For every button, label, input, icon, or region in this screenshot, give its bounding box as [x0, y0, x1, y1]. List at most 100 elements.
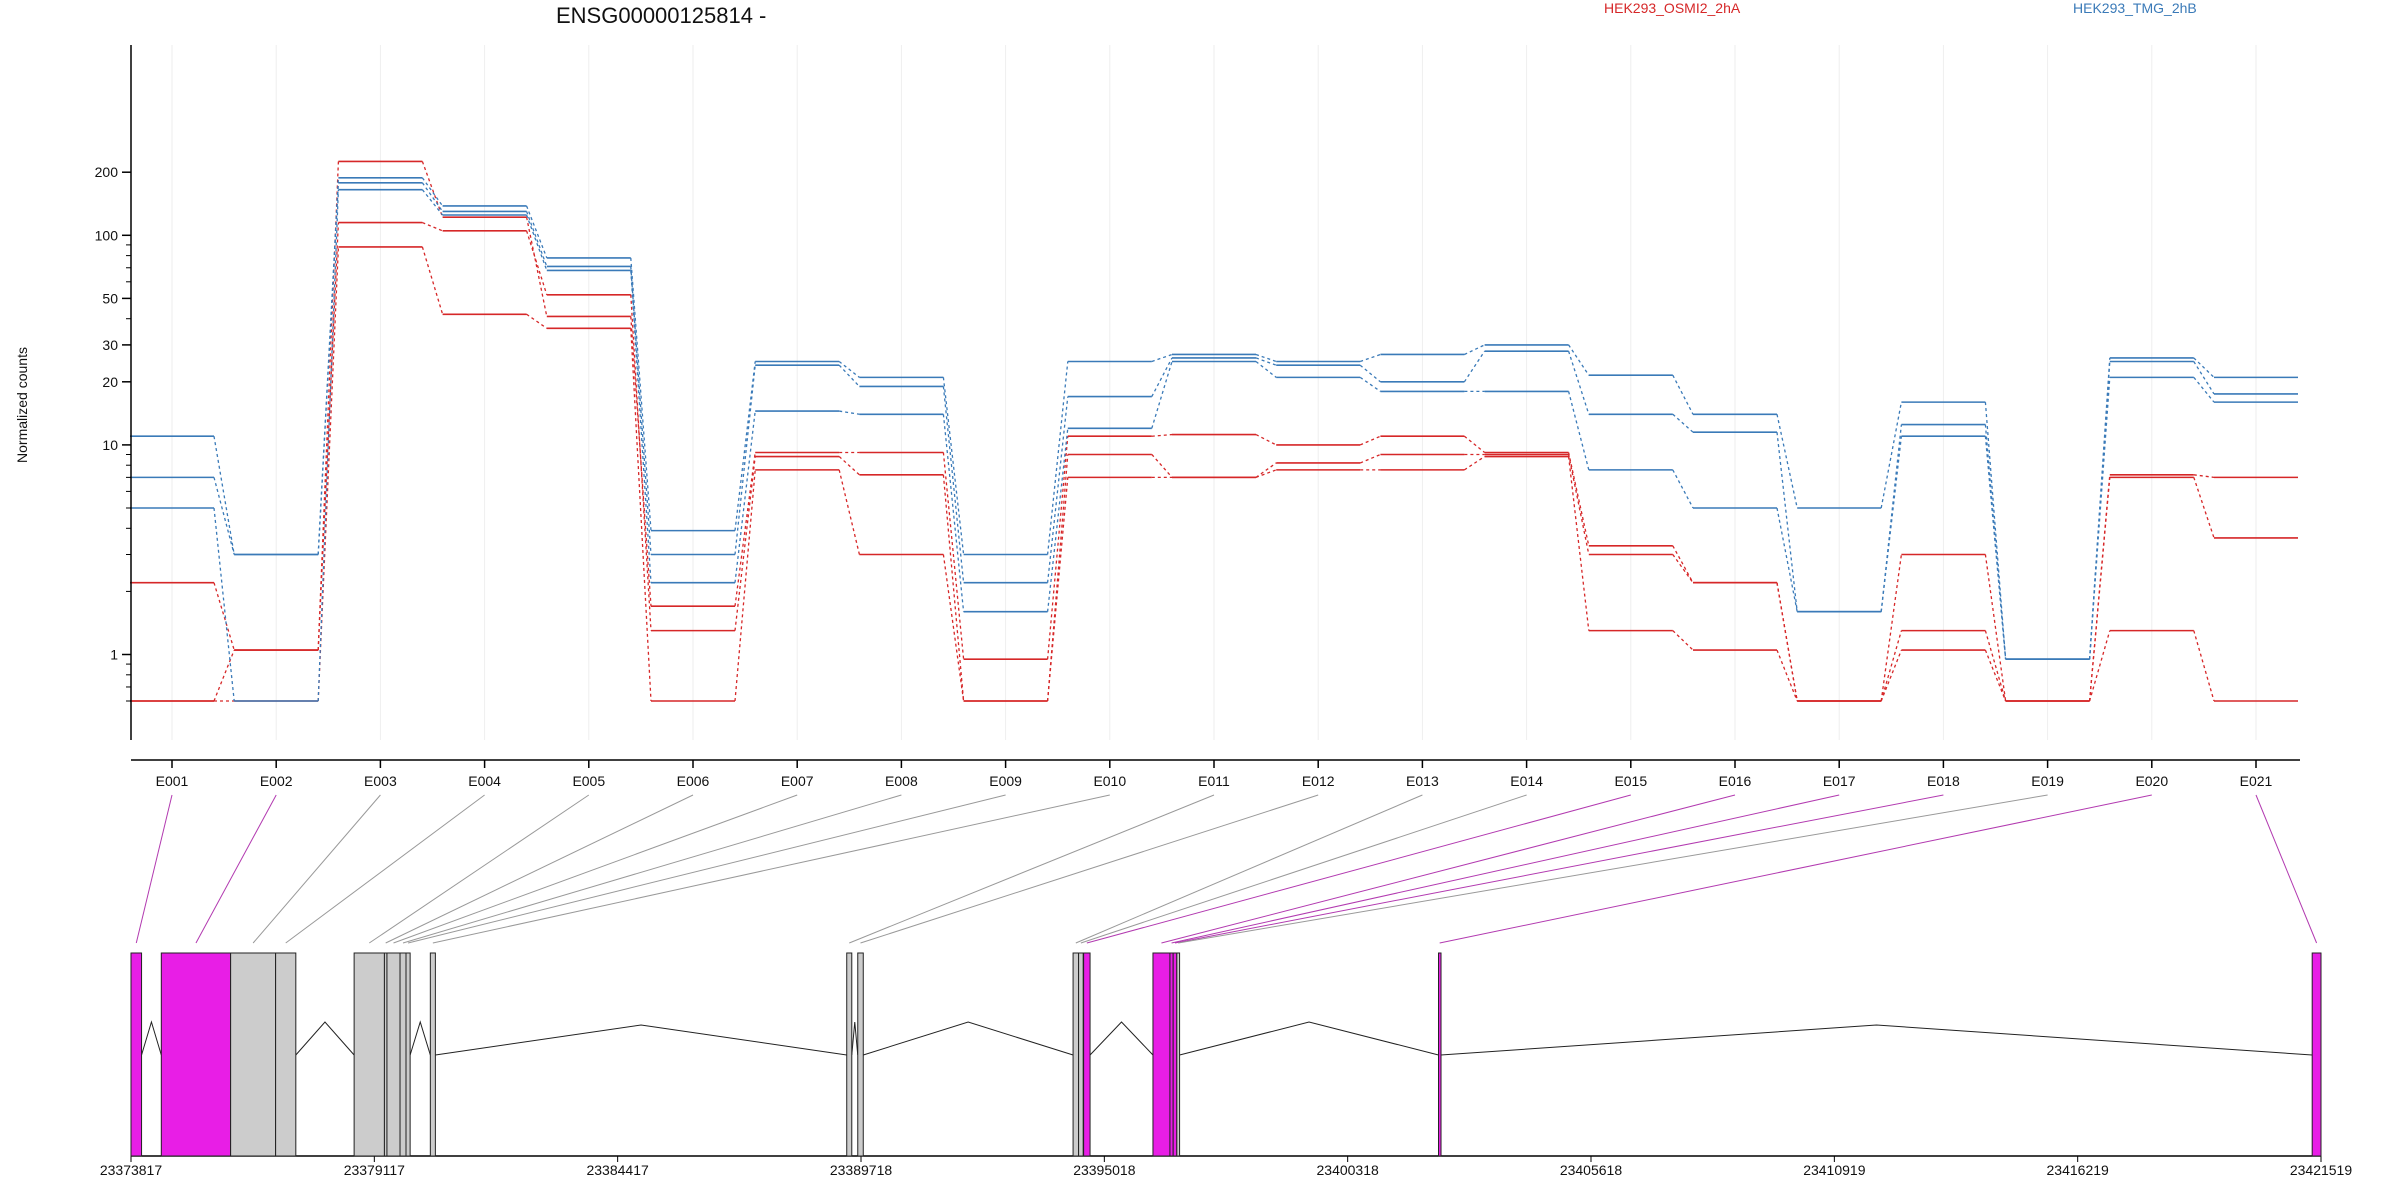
connector-e007	[393, 794, 798, 944]
intron-line	[141, 1020, 162, 1056]
intron-line	[1440, 1024, 2313, 1056]
series-4-link	[1255, 353, 1277, 363]
x-tick-label-e010: E010	[1093, 773, 1126, 789]
series-6-link	[1567, 391, 1590, 471]
series-4-link	[1984, 402, 2007, 660]
exon-box-e007	[386, 952, 401, 1157]
connector-e021	[2255, 794, 2318, 944]
series-3-link	[838, 469, 861, 555]
series-6-link	[213, 507, 235, 702]
series-5-link	[1046, 396, 1069, 583]
series-5-link	[1776, 432, 1798, 612]
series-2-link	[630, 294, 652, 631]
series-2-link	[1776, 582, 1798, 702]
series-3-link	[526, 313, 548, 329]
series-6-link	[1359, 376, 1381, 392]
genome-tick-label: 23410919	[1803, 1162, 1866, 1178]
series-5-link	[317, 182, 340, 555]
series-6-link	[525, 214, 548, 271]
series-layer	[130, 160, 2298, 702]
x-tick-label-e017: E017	[1823, 773, 1856, 789]
connector-e003	[252, 794, 381, 944]
series-1-link	[734, 452, 756, 607]
series-3-link	[1046, 477, 1069, 702]
y-tick-label: 10	[102, 437, 118, 453]
series-6-link	[421, 189, 444, 216]
series-5-link	[525, 211, 548, 267]
series-4-link	[213, 436, 235, 555]
series-6-link	[1984, 436, 2007, 660]
series-2-link	[734, 456, 756, 631]
y-axis-label: Normalized counts	[14, 347, 30, 463]
series-5-link	[942, 386, 965, 583]
series-5-link	[1463, 350, 1486, 383]
connector-e017	[1171, 794, 1840, 944]
series-1-link	[1672, 545, 1694, 584]
series-5-link	[1255, 357, 1277, 366]
x-tick-label-e014: E014	[1510, 773, 1543, 789]
x-tick-label-e019: E019	[2031, 773, 2064, 789]
connector-e018	[1174, 794, 1944, 944]
series-3-link	[1672, 630, 1694, 651]
series-2-link	[2193, 477, 2215, 539]
series-4-link	[1464, 344, 1485, 356]
exon-box-e018	[1172, 952, 1178, 1157]
series-6	[130, 188, 2298, 702]
series-3-link	[630, 328, 652, 702]
series-6-link	[1880, 436, 1903, 612]
genome-tick-label: 23416219	[2047, 1162, 2110, 1178]
series-2-link	[1359, 453, 1381, 464]
series-1-link	[1151, 433, 1173, 437]
y-tick-label: 1	[110, 647, 118, 663]
series-4-link	[838, 360, 860, 378]
connector-e005	[368, 794, 590, 944]
series-2-link	[525, 230, 548, 296]
series-2-link	[2088, 477, 2111, 702]
x-tick-label-e008: E008	[885, 773, 918, 789]
genome-tick-label: 23395018	[1073, 1162, 1136, 1178]
series-2-link	[942, 474, 965, 702]
series-5-link	[1359, 364, 1381, 383]
y-tick-label: 30	[102, 337, 118, 353]
series-2-link	[1151, 454, 1173, 478]
exon-box-e021	[2311, 952, 2322, 1157]
x-tick-label-e006: E006	[677, 773, 710, 789]
y-tick-label: 200	[95, 164, 119, 180]
series-3-link	[2193, 630, 2215, 702]
x-tick-label-e015: E015	[1614, 773, 1647, 789]
series-5-link	[1672, 413, 1694, 433]
connector-e014	[1080, 794, 1527, 944]
series-2-link	[422, 221, 443, 232]
legend-series-1: HEK293_OSMI2_2hA	[1604, 0, 1741, 16]
series-3-link	[2088, 630, 2111, 702]
genome-tick-label: 23405618	[1560, 1162, 1623, 1178]
series-4-link	[525, 205, 548, 259]
series-6-link	[1672, 469, 1694, 509]
series-3-link	[317, 246, 340, 702]
connector-e012	[860, 794, 1319, 944]
series-5-link	[734, 365, 756, 555]
exon-box-e001	[130, 952, 143, 1157]
exon-box-e013	[1072, 952, 1080, 1157]
exon-box-e016	[1152, 952, 1171, 1157]
connector-e006	[385, 794, 694, 944]
series-6-link	[1151, 361, 1173, 429]
series-3-link	[421, 246, 444, 315]
exon-box-e011	[846, 952, 853, 1157]
series-4-link	[1151, 353, 1173, 363]
connector-e009	[407, 794, 1006, 944]
series-1-link	[1984, 554, 2007, 702]
series-6-link	[1046, 428, 1069, 612]
series-6-link	[734, 411, 756, 583]
x-tick-label-e013: E013	[1406, 773, 1439, 789]
y-tick-label: 20	[102, 374, 118, 390]
intron-line	[1089, 1021, 1154, 1056]
series-2-link	[1567, 454, 1590, 555]
exon-box-e019	[1176, 952, 1181, 1157]
series-5-link	[1567, 350, 1590, 415]
series-6-link	[317, 189, 340, 702]
series-5-link	[2193, 361, 2215, 395]
series-1-link	[1776, 582, 1798, 702]
x-tick-label-e016: E016	[1719, 773, 1752, 789]
series-1-link	[1880, 554, 1903, 702]
